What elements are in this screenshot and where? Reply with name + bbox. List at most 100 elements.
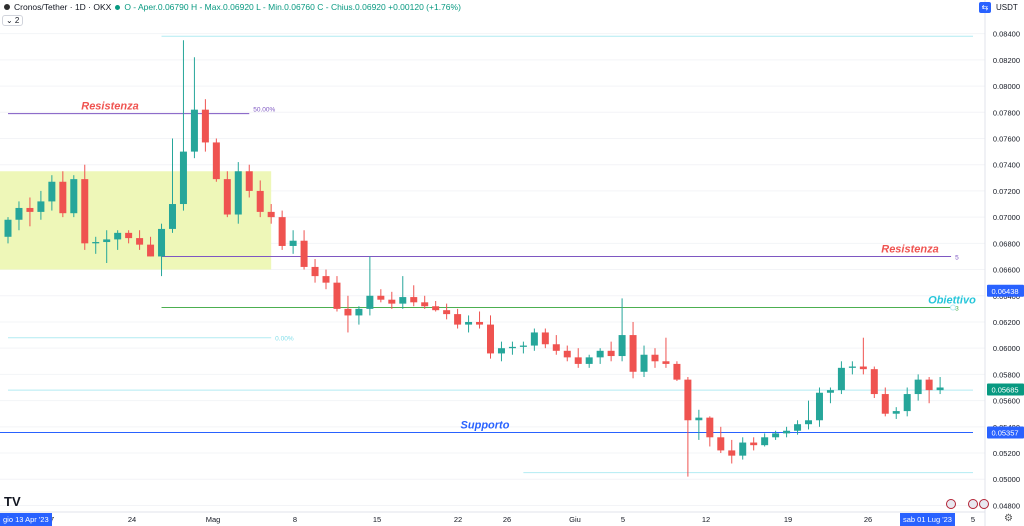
- candle-body: [695, 417, 703, 421]
- price-tick-label: 0.06600: [993, 266, 1020, 275]
- price-tick-label: 0.07400: [993, 161, 1020, 170]
- resistance-label: Resistenza: [81, 101, 138, 113]
- candle-body: [311, 266, 319, 277]
- price-tick-label: 0.08000: [993, 82, 1020, 91]
- candle-body: [585, 357, 593, 364]
- price-axis[interactable]: 0.08400 0.08200 0.08000 0.07800 0.07600 0.074…: [984, 0, 1024, 526]
- price-tick-label: 0.06200: [993, 318, 1020, 327]
- price-tick-label: 0.07200: [993, 187, 1020, 196]
- us-flag-icon[interactable]: [946, 499, 956, 509]
- time-tick-label: 24: [128, 515, 136, 524]
- end-date-tag: sab 01 Lug '23: [900, 513, 955, 526]
- candle-body: [914, 379, 922, 395]
- candle-body: [881, 394, 889, 414]
- candle-body: [717, 437, 725, 451]
- price-badge-label: 0.06438: [991, 287, 1018, 296]
- candle-body: [267, 211, 275, 218]
- candle-body: [870, 369, 878, 395]
- price-tick-label: 0.05800: [993, 370, 1020, 379]
- candle-body: [15, 207, 23, 220]
- candle-body: [125, 232, 133, 239]
- price-tick-label: 0.05000: [993, 475, 1020, 484]
- candle-body: [618, 335, 626, 357]
- candle-body: [563, 350, 571, 358]
- candles-layer: [4, 40, 944, 477]
- candle-body: [508, 346, 516, 349]
- chart-legend: Cronos/Tether · 1D · OKX O - Aper.0.0679…: [4, 2, 461, 12]
- ohlc-values: O - Aper.0.06790 H - Max.0.06920 L - Min…: [124, 2, 461, 12]
- time-tick-label: Mag: [206, 515, 221, 524]
- candle-body: [530, 332, 538, 346]
- tradingview-logo[interactable]: TV: [4, 494, 21, 509]
- us-flag-icon[interactable]: [968, 499, 978, 509]
- symbol-title[interactable]: Cronos/Tether · 1D · OKX: [14, 2, 112, 12]
- candle-body: [925, 379, 933, 391]
- candle-body: [92, 242, 100, 244]
- time-tick-label: 15: [373, 515, 381, 524]
- price-badge-label: 0.05685: [991, 385, 1018, 394]
- us-flag-icon[interactable]: [979, 499, 989, 509]
- candle-body: [497, 348, 505, 354]
- price-tick-label: 0.05600: [993, 397, 1020, 406]
- candle-body: [772, 433, 780, 438]
- candle-body: [826, 390, 834, 393]
- target-level-label: 3: [955, 306, 959, 313]
- candle-body: [70, 179, 78, 214]
- price-badge-label: 0.05357: [991, 428, 1018, 437]
- candle-body: [662, 361, 670, 364]
- price-tick-label: 0.08200: [993, 56, 1020, 65]
- candle-body: [234, 171, 242, 215]
- candle-body: [344, 308, 352, 316]
- candle-body: [432, 306, 440, 311]
- candle-body: [651, 354, 659, 362]
- candle-body: [750, 442, 758, 446]
- candle-body: [815, 392, 823, 421]
- price-tick-label: 0.07600: [993, 135, 1020, 144]
- candle-body: [706, 417, 714, 438]
- target-handle[interactable]: [950, 304, 956, 311]
- time-tick-label: 8: [293, 515, 297, 524]
- candle-body: [4, 219, 12, 237]
- candle-body: [388, 299, 396, 304]
- candle-body: [454, 314, 462, 325]
- currency-label[interactable]: USDT: [996, 3, 1018, 12]
- target-label: Obiettivo: [928, 295, 976, 307]
- price-tick-label: 0.07000: [993, 213, 1020, 222]
- price-tick-label: 0.05200: [993, 449, 1020, 458]
- candle-body: [596, 350, 604, 358]
- time-tick-label: 5: [971, 515, 975, 524]
- resistance-label: Resistenza: [881, 243, 938, 255]
- candle-body: [245, 171, 253, 191]
- settings-gear-icon[interactable]: ⚙: [1004, 513, 1013, 524]
- fib-level-label: 0.00%: [275, 336, 294, 343]
- time-tick-label: 26: [864, 515, 872, 524]
- candle-body: [640, 354, 648, 372]
- resistance-level-label: 50.00%: [253, 107, 275, 114]
- candle-body: [552, 344, 560, 351]
- candle-body: [859, 366, 867, 370]
- candle-body: [421, 302, 429, 307]
- candle-body: [37, 201, 45, 212]
- candle-body: [136, 238, 144, 245]
- candle-body: [541, 332, 549, 345]
- currency-toggle-button[interactable]: ⇆: [979, 2, 991, 13]
- candle-body: [848, 366, 856, 368]
- support-label: Supporto: [461, 419, 510, 431]
- candle-body: [81, 179, 89, 244]
- time-tick-label: 26: [503, 515, 511, 524]
- candle-body: [805, 420, 813, 425]
- candle-body: [147, 244, 155, 257]
- price-tick-label: 0.04800: [993, 501, 1020, 510]
- resistance-level-label: 5: [955, 254, 959, 261]
- indicators-collapse-button[interactable]: ⌄ 2: [2, 15, 24, 26]
- candle-body: [892, 411, 900, 414]
- candle-body: [519, 345, 527, 347]
- candle-body: [410, 297, 418, 303]
- candle-body: [322, 276, 330, 283]
- time-axis[interactable]: 1724Mag8152226Giu51219265: [0, 511, 985, 524]
- candle-body: [355, 308, 363, 316]
- start-date-tag: gio 13 Apr '23: [0, 513, 52, 526]
- candle-body: [476, 321, 484, 325]
